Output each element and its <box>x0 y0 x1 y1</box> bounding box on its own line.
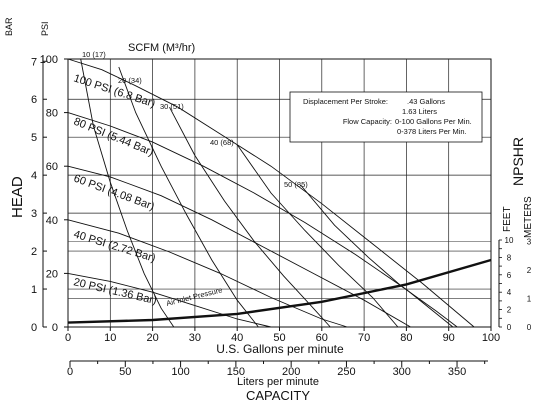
feet-tick-label: 2 <box>507 306 512 315</box>
x2-axis-label: Liters per minute <box>237 376 319 388</box>
meters-tick-label: 2 <box>527 266 532 275</box>
x2-tick-label: 150 <box>227 366 245 378</box>
x2-tick-label: 250 <box>337 366 355 378</box>
bar-tick-label: 4 <box>31 170 37 182</box>
scfm-curve <box>80 58 175 328</box>
x-tick-label: 70 <box>358 332 370 344</box>
bar-tick-label: 7 <box>31 56 37 68</box>
x2-tick-label: 100 <box>171 366 189 378</box>
capacity-label: CAPACITY <box>246 388 310 403</box>
psi-tick-label: 0 <box>52 322 58 334</box>
x2-tick-label: 0 <box>67 366 73 378</box>
x2-tick-label: 200 <box>282 366 300 378</box>
bar-tick-label: 2 <box>31 246 37 258</box>
info-row-value: 0-100 Gallons Per Min. <box>395 117 472 126</box>
feet-tick-label: 0 <box>507 323 512 332</box>
pressure-curve <box>67 272 272 328</box>
x-tick-label: 100 <box>482 332 500 344</box>
psi-unit-label: PSI <box>40 21 50 36</box>
x-axis-label: U.S. Gallons per minute <box>216 342 344 356</box>
info-row-value: 0-378 Liters Per Min. <box>397 127 467 136</box>
chart-title: SCFM (M³/hr) <box>128 42 195 54</box>
psi-tick-label: 60 <box>46 161 58 173</box>
x-tick-label: 20 <box>146 332 158 344</box>
meters-tick-label: 1 <box>527 294 532 303</box>
psi-tick-label: 100 <box>40 54 58 66</box>
feet-tick-label: 6 <box>507 271 512 280</box>
info-row-value: .43 Gallons <box>407 97 445 106</box>
bar-unit-label: BAR <box>4 17 14 36</box>
npshr-label: NPSHR <box>510 137 526 186</box>
info-row-label: Displacement Per Stroke: <box>303 97 388 106</box>
x2-tick-label: 300 <box>393 366 411 378</box>
psi-tick-label: 80 <box>46 108 58 120</box>
x-tick-label: 60 <box>316 332 328 344</box>
npshr-curve <box>67 258 492 324</box>
feet-tick-label: 10 <box>505 236 514 245</box>
meters-tick-label: 0 <box>527 323 532 332</box>
chart-series <box>67 58 492 328</box>
pressure-curve <box>67 58 475 328</box>
scfm-curve <box>118 66 259 328</box>
x2-tick-label: 350 <box>448 366 466 378</box>
x2-tick-label: 50 <box>119 366 131 378</box>
info-box: Displacement Per Stroke: .43 Gallons 1.6… <box>289 91 483 143</box>
feet-label: FEET <box>502 206 513 232</box>
pressure-curve <box>67 112 454 328</box>
meters-label: METERS <box>523 196 534 238</box>
meters-tick-label: 3 <box>527 237 532 246</box>
psi-tick-label: 20 <box>46 268 58 280</box>
feet-tick-label: 8 <box>507 253 512 262</box>
info-row-label: Flow Capacity: <box>343 117 392 126</box>
bar-tick-label: 3 <box>31 208 37 220</box>
scfm-curve-label: 30 (51) <box>160 102 184 111</box>
psi-tick-label: 40 <box>46 215 58 227</box>
x-tick-label: 80 <box>400 332 412 344</box>
bar-tick-label: 0 <box>31 322 37 334</box>
info-row-value: 1.63 Liters <box>402 107 437 116</box>
scfm-curve <box>169 106 331 328</box>
scfm-curve-label: 20 (34) <box>118 76 142 85</box>
scfm-curve <box>300 184 458 328</box>
x-tick-label: 0 <box>65 332 71 344</box>
x-tick-label: 10 <box>104 332 116 344</box>
x-tick-label: 40 <box>231 332 243 344</box>
scfm-curve-label: 40 (68) <box>210 138 234 147</box>
x-tick-label: 30 <box>189 332 201 344</box>
bar-tick-label: 6 <box>31 94 37 106</box>
scfm-curve-label: 50 (85) <box>284 180 308 189</box>
scfm-curve-label: 10 (17) <box>82 50 106 59</box>
bar-tick-label: 1 <box>31 284 37 296</box>
head-axis-label: HEAD <box>9 176 26 218</box>
feet-tick-label: 4 <box>507 288 512 297</box>
x-tick-label: 50 <box>273 332 285 344</box>
scfm-curve <box>236 144 399 328</box>
x-tick-label: 90 <box>443 332 455 344</box>
bar-tick-label: 5 <box>31 132 37 144</box>
